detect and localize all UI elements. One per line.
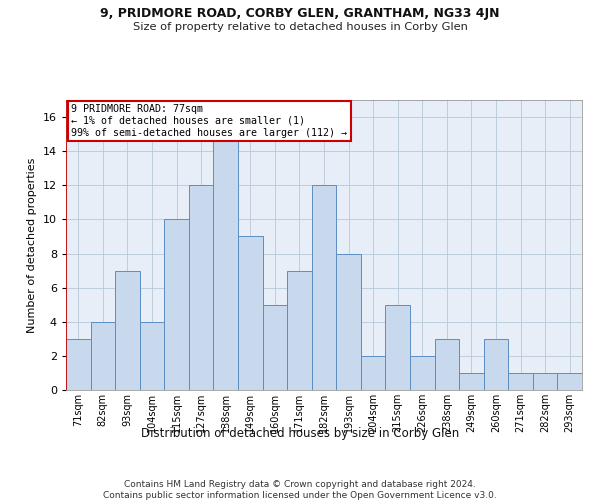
Bar — [410, 356, 434, 390]
Text: 9 PRIDMORE ROAD: 77sqm
← 1% of detached houses are smaller (1)
99% of semi-detac: 9 PRIDMORE ROAD: 77sqm ← 1% of detached … — [71, 104, 347, 138]
Bar — [214, 134, 238, 390]
Bar — [434, 339, 459, 390]
Bar — [361, 356, 385, 390]
Bar — [140, 322, 164, 390]
Text: Size of property relative to detached houses in Corby Glen: Size of property relative to detached ho… — [133, 22, 467, 32]
Text: Distribution of detached houses by size in Corby Glen: Distribution of detached houses by size … — [141, 428, 459, 440]
Bar — [238, 236, 263, 390]
Bar — [115, 270, 140, 390]
Bar — [533, 373, 557, 390]
Bar — [484, 339, 508, 390]
Text: 9, PRIDMORE ROAD, CORBY GLEN, GRANTHAM, NG33 4JN: 9, PRIDMORE ROAD, CORBY GLEN, GRANTHAM, … — [100, 8, 500, 20]
Bar — [557, 373, 582, 390]
Text: Contains HM Land Registry data © Crown copyright and database right 2024.: Contains HM Land Registry data © Crown c… — [124, 480, 476, 489]
Bar — [508, 373, 533, 390]
Bar — [91, 322, 115, 390]
Bar — [66, 339, 91, 390]
Bar — [287, 270, 312, 390]
Bar — [336, 254, 361, 390]
Bar — [189, 186, 214, 390]
Bar — [263, 304, 287, 390]
Y-axis label: Number of detached properties: Number of detached properties — [27, 158, 37, 332]
Bar — [459, 373, 484, 390]
Text: Contains public sector information licensed under the Open Government Licence v3: Contains public sector information licen… — [103, 491, 497, 500]
Bar — [164, 220, 189, 390]
Bar — [385, 304, 410, 390]
Bar — [312, 186, 336, 390]
